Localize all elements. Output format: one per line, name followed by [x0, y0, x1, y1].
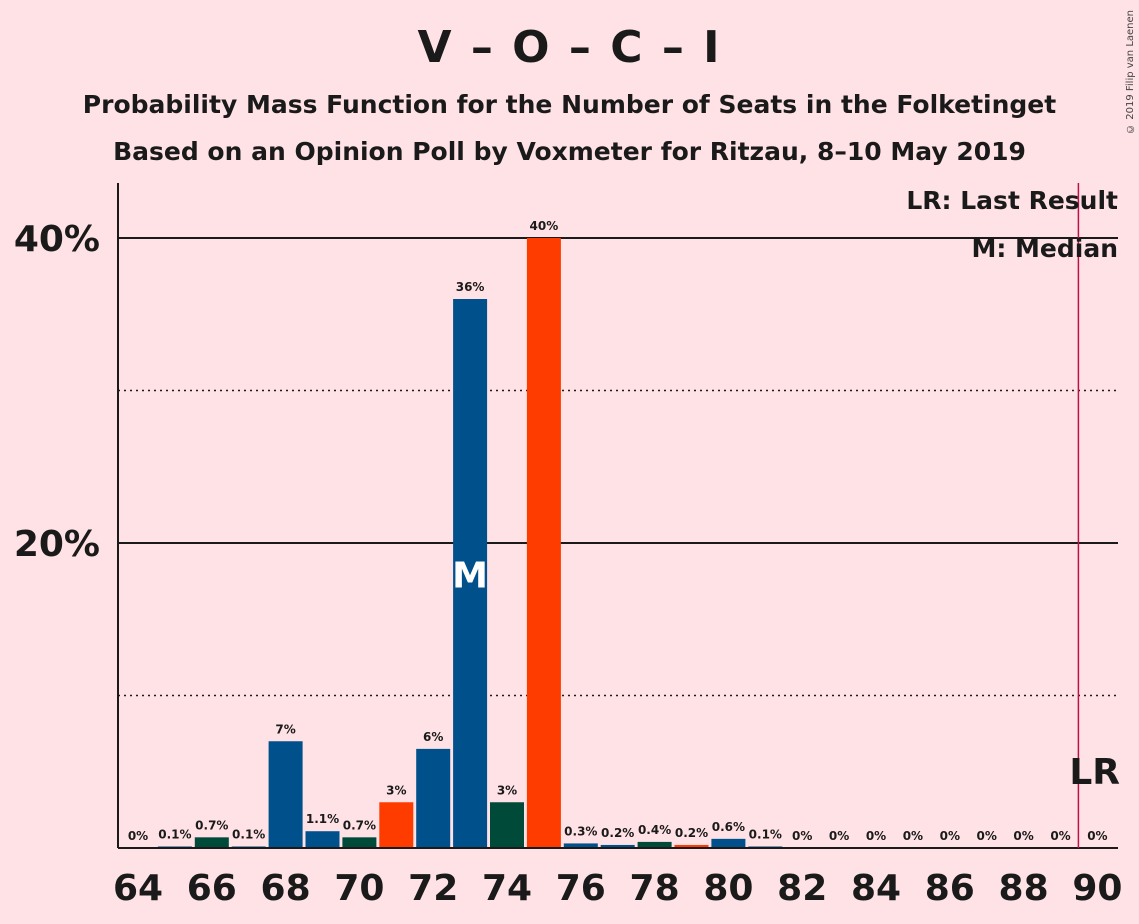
bar-value-label: 0.1%	[158, 827, 191, 841]
bar-seat-72	[416, 748, 451, 848]
bar-seat-70	[342, 837, 377, 848]
axes: 20% 40% 64 66 68 70 72 74 76 78 80 82 84 86 88 90 LR	[14, 183, 1122, 909]
bar-value-label: 0.2%	[601, 826, 634, 840]
x-tick-label: 64	[113, 868, 163, 909]
bar-value-label: 7%	[275, 722, 295, 736]
x-tick-label: 78	[630, 868, 680, 909]
y-tick-label: 40%	[14, 219, 100, 260]
bar-value-label: 0%	[128, 829, 148, 843]
bar-value-label: 1.1%	[306, 812, 339, 826]
bar-seat-74	[490, 802, 524, 848]
x-tick-label: 88	[999, 868, 1049, 909]
bar-seat-76	[563, 843, 598, 848]
bar-value-label: 0.7%	[343, 818, 376, 832]
legend-median: M: Median	[971, 234, 1118, 263]
bar-value-label: 0.1%	[749, 827, 782, 841]
chart-title: V – O – C – I	[417, 22, 722, 73]
bar-value-label: 0%	[903, 829, 923, 843]
x-tick-label: 68	[261, 868, 311, 909]
bar-value-label: 0.4%	[638, 823, 671, 837]
bar-value-label: 3%	[497, 783, 517, 797]
bar-value-label: 0.2%	[675, 826, 708, 840]
bar-value-label: 0%	[829, 829, 849, 843]
median-marker: M	[452, 556, 488, 597]
bar-value-label: 0%	[792, 829, 812, 843]
bar-seat-78	[637, 841, 672, 848]
legend-last-result: LR: Last Result	[906, 186, 1118, 215]
bar-value-label: 0%	[1013, 829, 1033, 843]
bar-seat-75	[526, 238, 561, 848]
x-tick-label: 84	[851, 868, 901, 909]
chart-subtitle-1: Probability Mass Function for the Number…	[82, 90, 1057, 119]
bar-value-label: 0.7%	[195, 818, 228, 832]
bar-value-label: 0.6%	[712, 820, 745, 834]
bar-value-label: 3%	[386, 783, 406, 797]
x-tick-label: 70	[334, 868, 384, 909]
bar-value-label: 0%	[1050, 829, 1070, 843]
x-tick-label: 90	[1072, 868, 1122, 909]
bar-value-label: 0.1%	[232, 827, 265, 841]
gridlines	[118, 237, 1118, 697]
chart-subtitle-2: Based on an Opinion Poll by Voxmeter for…	[113, 137, 1026, 166]
last-result-marker: LR	[1069, 752, 1120, 793]
bar-seat-68	[268, 741, 303, 848]
bar-value-label: 0%	[1087, 829, 1107, 843]
bar-seat-71	[379, 802, 414, 848]
bar-seat-69	[305, 831, 340, 848]
bar-value-label: 0.3%	[564, 824, 597, 838]
bar-value-label: 6%	[423, 730, 443, 744]
bar-seat-79	[674, 844, 709, 848]
x-tick-label: 82	[777, 868, 827, 909]
bar-seat-73	[453, 299, 488, 848]
x-tick-label: 76	[556, 868, 606, 909]
bar-value-label: 0%	[940, 829, 960, 843]
bar-seat-80	[711, 838, 746, 848]
bar-seat-66	[194, 837, 229, 848]
x-tick-label: 66	[187, 868, 237, 909]
bar-value-label: 0%	[977, 829, 997, 843]
bar-value-label: 0%	[866, 829, 886, 843]
bar-value-label: 36%	[456, 280, 485, 294]
x-tick-label: 80	[703, 868, 753, 909]
x-tick-label: 74	[482, 868, 532, 909]
x-tick-label: 72	[408, 868, 458, 909]
bar-value-label: 40%	[530, 219, 559, 233]
bar-labels: 0% 0.1% 0.7% 0.1% 7% 1.1% 0.7% 3% 6% 36% 3% 40% 0.3%…	[128, 219, 1108, 843]
y-tick-label: 20%	[14, 524, 100, 565]
x-tick-label: 86	[925, 868, 975, 909]
bar-seat-77	[600, 844, 635, 848]
